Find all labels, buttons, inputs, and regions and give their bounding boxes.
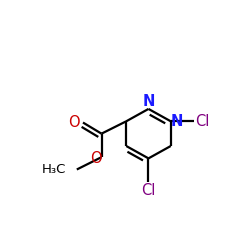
Text: Cl: Cl <box>195 114 209 129</box>
Text: N: N <box>142 94 155 109</box>
Text: O: O <box>68 115 80 130</box>
Text: H₃C: H₃C <box>41 164 66 176</box>
Text: O: O <box>90 151 101 166</box>
Text: Cl: Cl <box>141 183 156 198</box>
Text: N: N <box>171 114 183 129</box>
